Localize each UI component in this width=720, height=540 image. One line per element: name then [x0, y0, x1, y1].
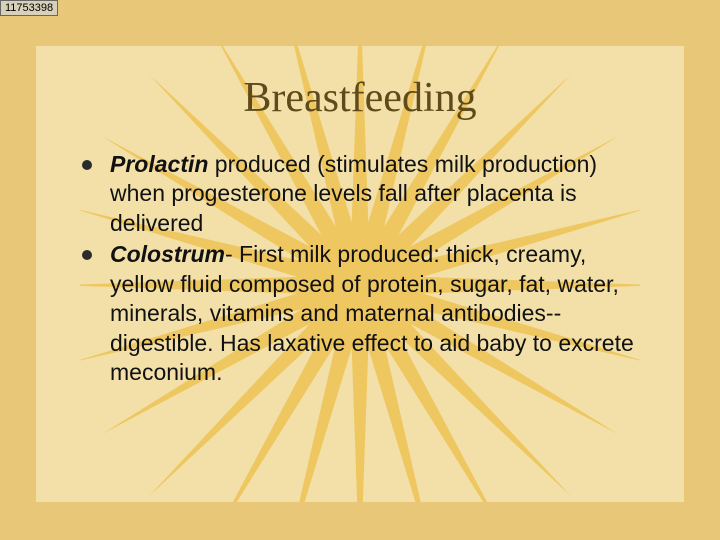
slide-title: Breastfeeding	[36, 74, 684, 122]
bullet-lead: Colostrum	[110, 241, 225, 267]
slide-frame: Breastfeeding Prolactin produced (stimul…	[36, 46, 684, 502]
bullet-text: Colostrum- First milk produced: thick, c…	[110, 240, 640, 387]
slide-id-badge: 11753398	[0, 0, 58, 16]
bullet-text: Prolactin produced (stimulates milk prod…	[110, 150, 640, 238]
slide-content: Prolactin produced (stimulates milk prod…	[80, 150, 640, 388]
bullet-icon	[82, 160, 92, 170]
bullet-item: Colostrum- First milk produced: thick, c…	[80, 240, 640, 387]
bullet-lead: Prolactin	[110, 151, 208, 177]
bullet-icon	[82, 250, 92, 260]
bullet-item: Prolactin produced (stimulates milk prod…	[80, 150, 640, 238]
